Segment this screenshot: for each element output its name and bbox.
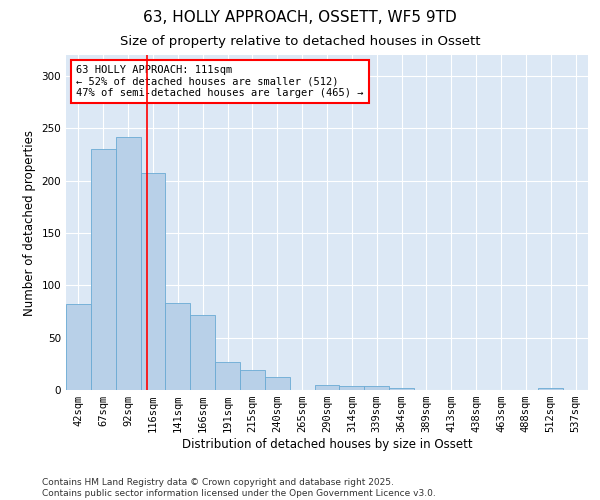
Text: Contains HM Land Registry data © Crown copyright and database right 2025.
Contai: Contains HM Land Registry data © Crown c… [42,478,436,498]
Y-axis label: Number of detached properties: Number of detached properties [23,130,36,316]
Bar [116,136,140,390]
Bar [538,388,563,390]
Bar [190,314,215,390]
Bar [166,303,190,390]
Bar [240,370,265,390]
Bar [215,362,240,390]
Bar [314,385,340,390]
Text: Size of property relative to detached houses in Ossett: Size of property relative to detached ho… [120,35,480,48]
Bar [91,149,116,390]
Bar [364,386,389,390]
X-axis label: Distribution of detached houses by size in Ossett: Distribution of detached houses by size … [182,438,472,451]
Bar [389,388,414,390]
Bar [66,304,91,390]
Text: 63, HOLLY APPROACH, OSSETT, WF5 9TD: 63, HOLLY APPROACH, OSSETT, WF5 9TD [143,10,457,25]
Bar [265,378,290,390]
Bar [140,174,166,390]
Bar [340,386,364,390]
Text: 63 HOLLY APPROACH: 111sqm
← 52% of detached houses are smaller (512)
47% of semi: 63 HOLLY APPROACH: 111sqm ← 52% of detac… [76,65,364,98]
